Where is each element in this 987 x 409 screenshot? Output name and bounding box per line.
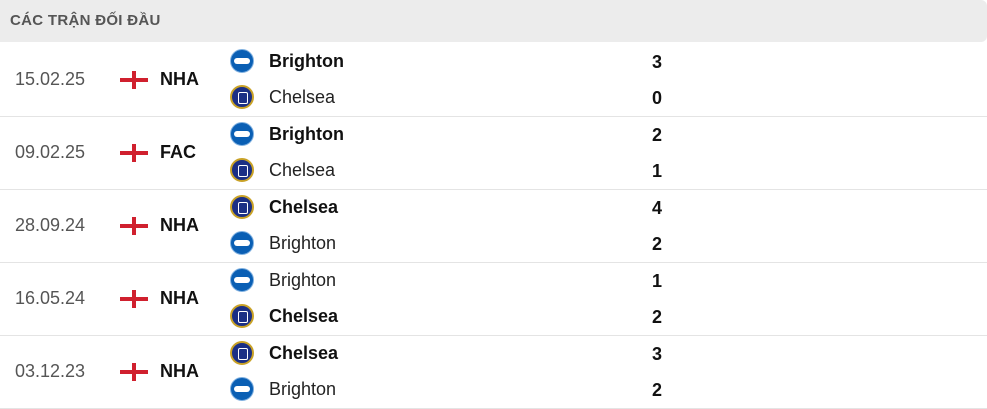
chelsea-crest-icon [230,304,254,328]
team-name: Chelsea [269,197,339,217]
team-name: Chelsea [269,343,339,363]
team-name: Brighton [269,270,337,290]
team-home: Chelsea 3 [230,340,670,366]
england-flag-icon [120,71,148,89]
match-row[interactable]: 03.12.23 NHA Chelsea 3 Brighton 2 [0,335,987,409]
competition: NHA [160,288,199,308]
team-score: 3 [652,52,663,72]
team-home: Brighton 3 [230,48,670,74]
team-score: 2 [652,125,663,145]
team-away: Chelsea 0 [230,84,670,110]
team-name: Chelsea [269,87,336,107]
chelsea-crest-icon [230,85,254,109]
team-score: 3 [652,344,663,364]
match-row[interactable]: 16.05.24 NHA Brighton 1 Chelsea 2 [0,262,987,336]
team-home: Brighton 1 [230,267,670,293]
team-score: 4 [652,198,663,218]
team-name: Brighton [269,233,337,253]
match-date: 15.02.25 [15,69,86,89]
team-away: Chelsea 2 [230,303,670,329]
team-score: 2 [652,234,663,254]
competition: NHA [160,215,199,235]
team-home: Brighton 2 [230,121,670,147]
team-home: Chelsea 4 [230,194,670,220]
section-header: CÁC TRẬN ĐỐI ĐẦU [0,0,987,42]
brighton-crest-icon [230,49,254,73]
competition: NHA [160,361,199,381]
england-flag-icon [120,217,148,235]
england-flag-icon [120,290,148,308]
competition: FAC [160,142,196,162]
team-away: Brighton 2 [230,376,670,402]
match-date: 03.12.23 [15,361,86,381]
team-score: 2 [652,307,663,327]
chelsea-crest-icon [230,158,254,182]
chelsea-crest-icon [230,195,254,219]
brighton-crest-icon [230,122,254,146]
team-name: Chelsea [269,306,339,326]
team-name: Brighton [269,51,344,71]
england-flag-icon [120,363,148,381]
team-away: Chelsea 1 [230,157,670,183]
match-row[interactable]: 09.02.25 FAC Brighton 2 Chelsea 1 [0,116,987,190]
match-row[interactable]: 15.02.25 NHA Brighton 3 Chelsea 0 [0,43,987,117]
section-title: CÁC TRẬN ĐỐI ĐẦU [10,12,161,29]
team-score: 2 [652,380,663,400]
match-date: 28.09.24 [15,215,86,235]
match-row[interactable]: 28.09.24 NHA Chelsea 4 Brighton 2 [0,189,987,263]
match-date: 16.05.24 [15,288,86,308]
team-score: 1 [652,271,663,291]
brighton-crest-icon [230,377,254,401]
chelsea-crest-icon [230,341,254,365]
team-name: Chelsea [269,160,336,180]
match-date: 09.02.25 [15,142,86,162]
team-name: Brighton [269,124,344,144]
team-name: Brighton [269,379,337,399]
team-score: 0 [652,88,663,108]
team-away: Brighton 2 [230,230,670,256]
brighton-crest-icon [230,231,254,255]
competition: NHA [160,69,199,89]
team-score: 1 [652,161,663,181]
brighton-crest-icon [230,268,254,292]
england-flag-icon [120,144,148,162]
